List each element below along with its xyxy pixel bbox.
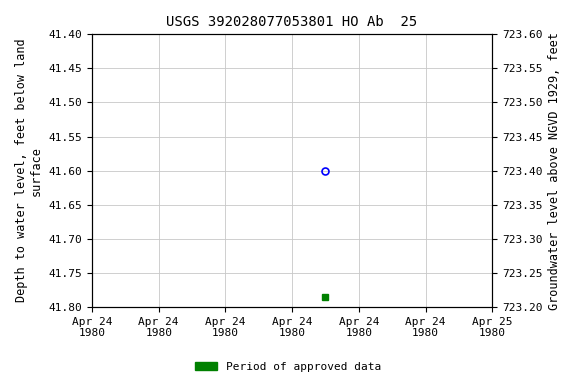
Y-axis label: Depth to water level, feet below land
surface: Depth to water level, feet below land su… xyxy=(15,39,43,303)
Y-axis label: Groundwater level above NGVD 1929, feet: Groundwater level above NGVD 1929, feet xyxy=(548,32,561,310)
Title: USGS 392028077053801 HO Ab  25: USGS 392028077053801 HO Ab 25 xyxy=(166,15,418,29)
Legend: Period of approved data: Period of approved data xyxy=(191,358,385,377)
